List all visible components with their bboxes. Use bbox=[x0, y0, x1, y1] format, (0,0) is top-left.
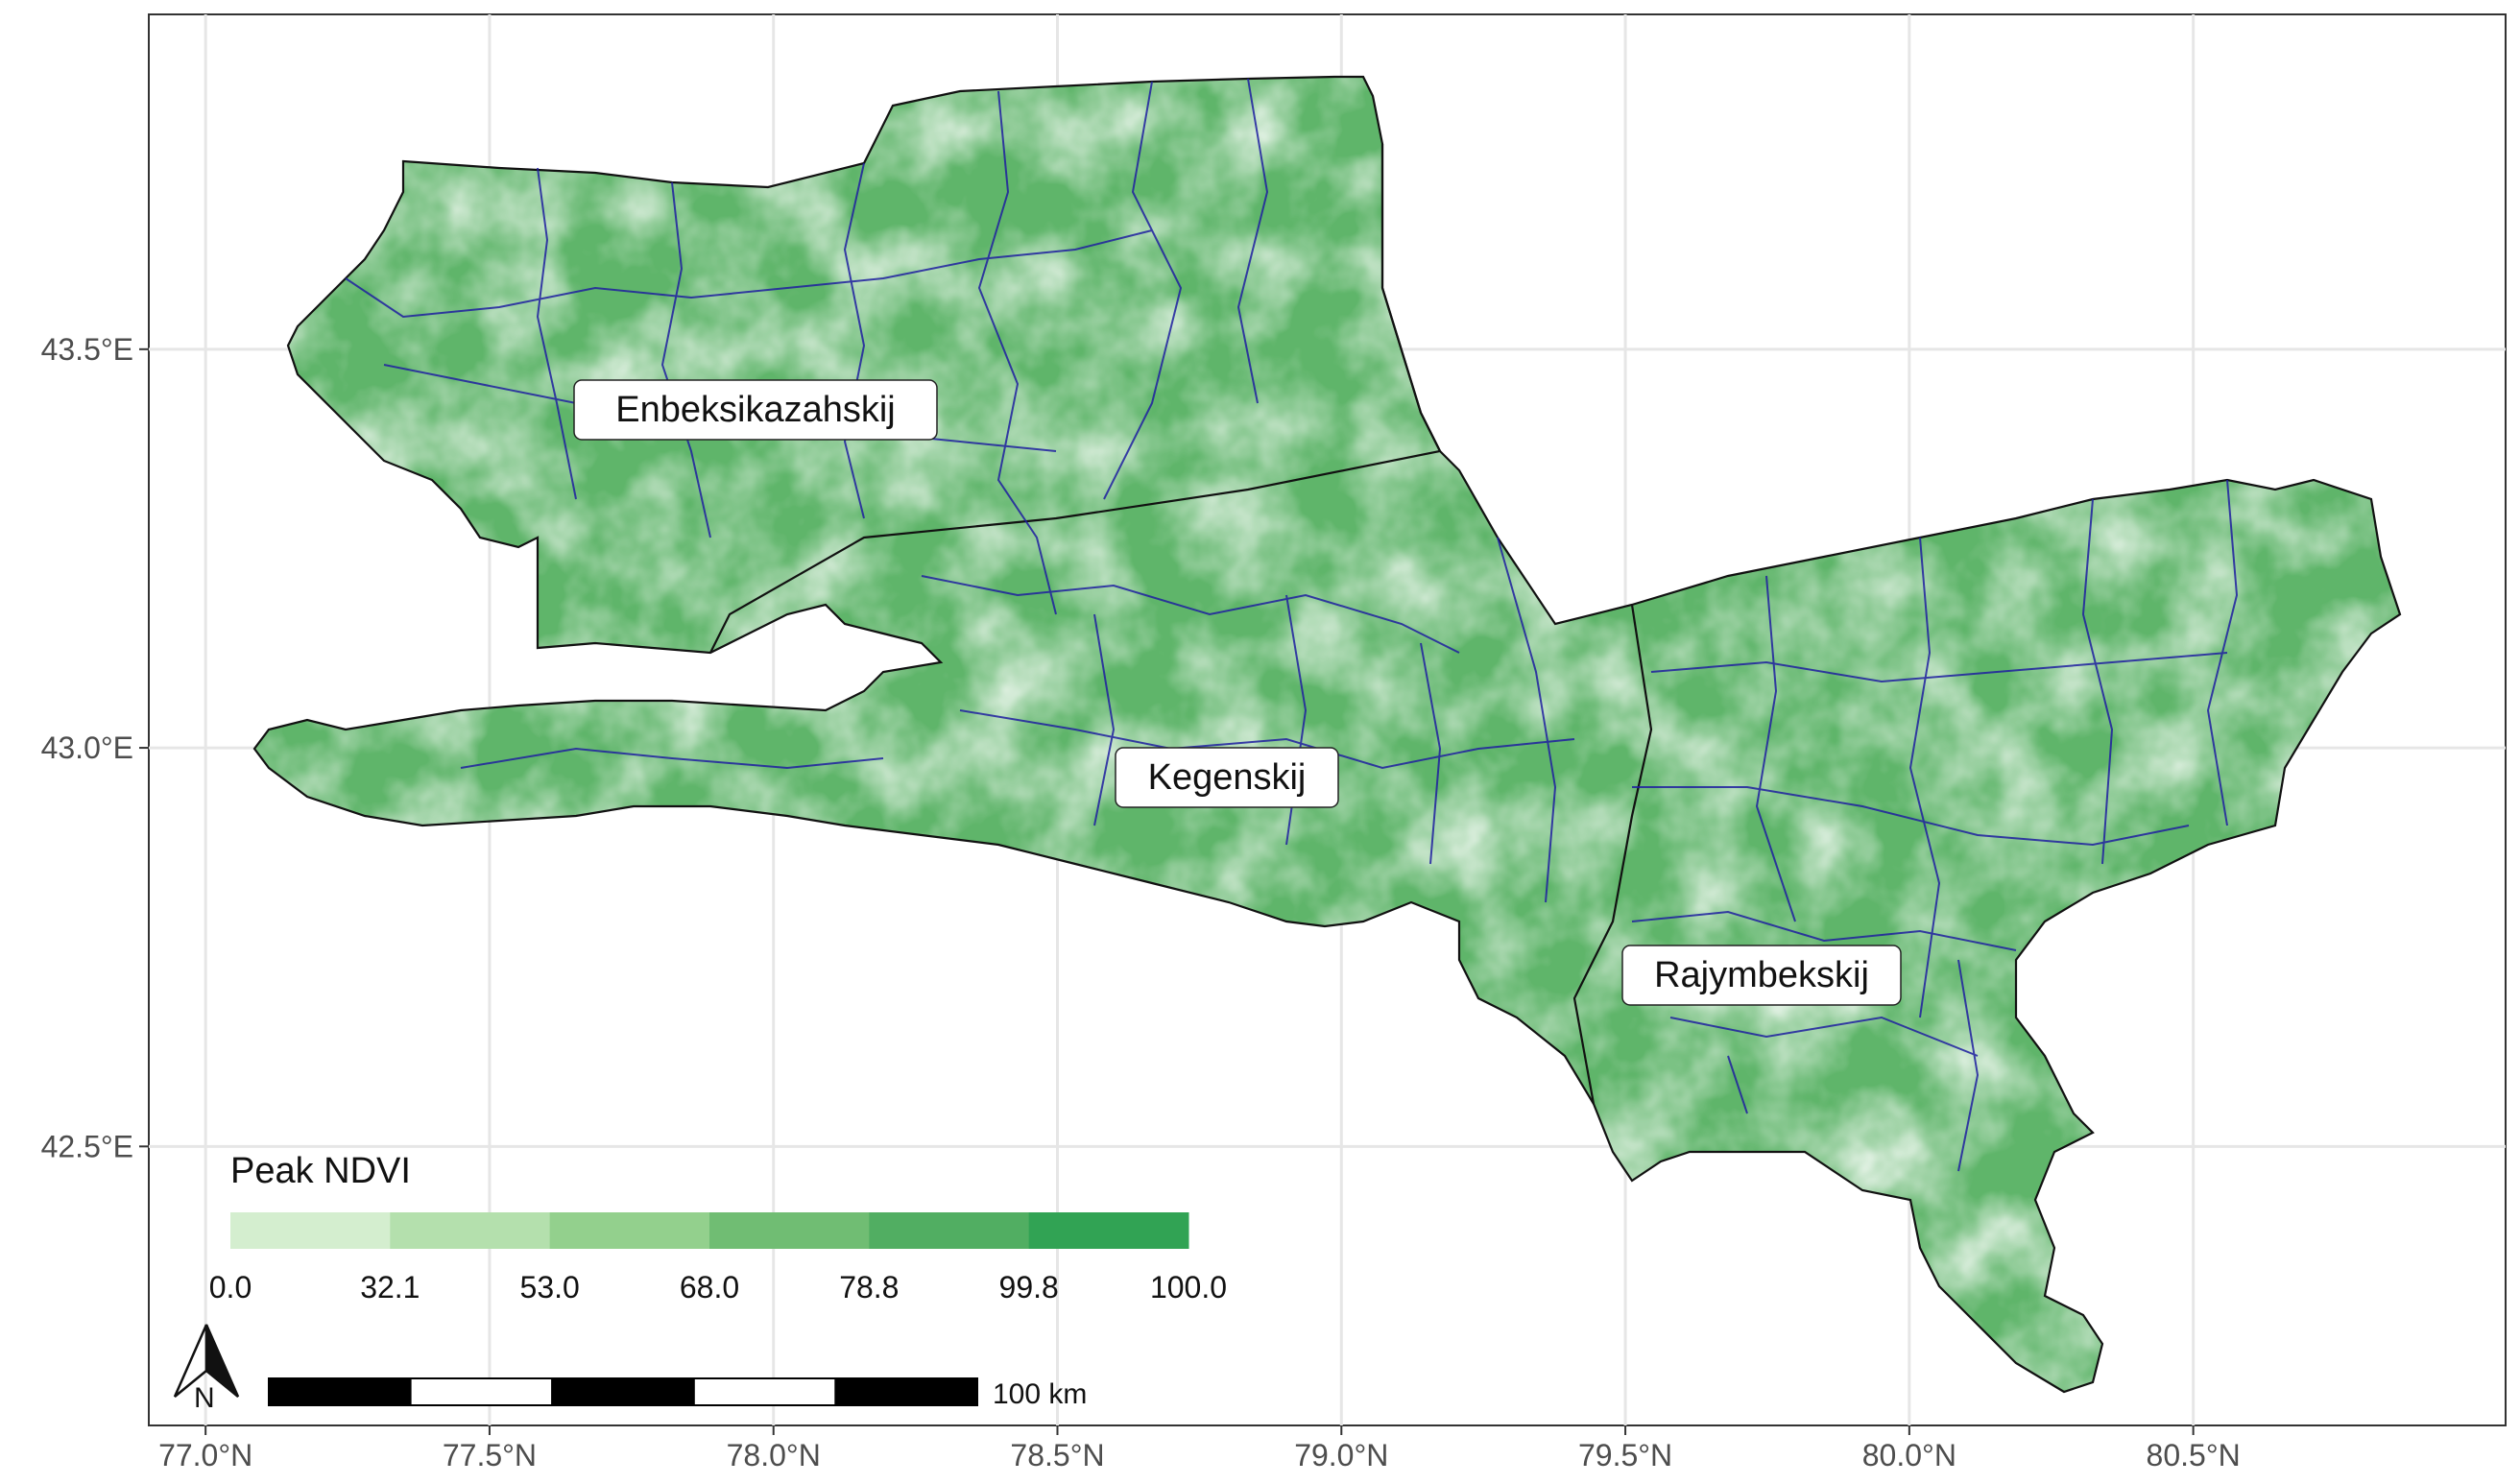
district-boundary-north bbox=[709, 144, 1442, 654]
scale-bar-segment-1 bbox=[409, 1377, 554, 1406]
legend-break-label-2: 53.0 bbox=[520, 1270, 580, 1304]
legend-swatch-0 bbox=[230, 1212, 391, 1249]
svg-text:Enbeksikazahskij: Enbeksikazahskij bbox=[615, 390, 895, 430]
legend-title: Peak NDVI bbox=[230, 1151, 411, 1191]
region-label-rajymbekskij: Rajymbekskij bbox=[1621, 945, 1902, 1006]
legend-break-label-0: 0.0 bbox=[209, 1270, 252, 1304]
scale-bar-segment-3 bbox=[692, 1377, 837, 1406]
y-tick-label-2: 42.5°E bbox=[41, 1129, 133, 1163]
x-tick-label-3: 78.5°N bbox=[1010, 1438, 1104, 1472]
x-tick-label-0: 77.0°N bbox=[158, 1438, 252, 1472]
svg-text:N: N bbox=[194, 1382, 215, 1414]
legend-swatch-1 bbox=[390, 1212, 551, 1249]
region-label-kegenskij: Kegenskij bbox=[1115, 747, 1339, 808]
legend-labels: 0.0 32.1 53.0 68.0 78.8 99.8 100.0 bbox=[209, 1270, 1227, 1304]
legend-swatch-5 bbox=[1028, 1212, 1189, 1249]
legend-swatch-2 bbox=[549, 1212, 710, 1249]
scale-bar-segment-4 bbox=[834, 1377, 979, 1406]
axis-ticks: 77.0°N 77.5°N 78.0°N 78.5°N 79.0°N 79.5°N 80.0… bbox=[41, 332, 2241, 1472]
region-label-enbeksikazahskij: Enbeksikazahskij bbox=[573, 379, 938, 441]
outer-boundary bbox=[252, 75, 2402, 1394]
x-tick-label-5: 79.5°N bbox=[1578, 1438, 1672, 1472]
scale-bar-segment-2 bbox=[551, 1377, 695, 1406]
x-tick-label-6: 80.0°N bbox=[1862, 1438, 1956, 1472]
sub-boundaries bbox=[345, 78, 2239, 1172]
legend-break-label-5: 99.8 bbox=[999, 1270, 1059, 1304]
legend-break-label-1: 32.1 bbox=[360, 1270, 420, 1304]
legend-colorbar bbox=[230, 1212, 1189, 1249]
y-tick-label-1: 43.0°E bbox=[41, 730, 133, 765]
scale-bar-segment-0 bbox=[268, 1377, 412, 1406]
legend-swatch-4 bbox=[869, 1212, 1030, 1249]
x-tick-label-1: 77.5°N bbox=[443, 1438, 537, 1472]
x-tick-label-2: 78.0°N bbox=[727, 1438, 821, 1472]
y-tick-label-0: 43.5°E bbox=[41, 332, 133, 367]
svg-text:Kegenskij: Kegenskij bbox=[1148, 757, 1307, 798]
x-tick-label-7: 80.5°N bbox=[2147, 1438, 2241, 1472]
svg-text:Rajymbekskij: Rajymbekskij bbox=[1654, 955, 1869, 995]
legend: Peak NDVI 0.0 32.1 53.0 68.0 78.8 99.8 100.0 bbox=[209, 1151, 1227, 1304]
legend-break-label-3: 68.0 bbox=[680, 1270, 739, 1304]
x-tick-label-4: 79.0°N bbox=[1294, 1438, 1388, 1472]
scale-bar: 100 km bbox=[268, 1377, 1087, 1410]
scale-bar-label: 100 km bbox=[993, 1378, 1087, 1410]
north-arrow-icon: N bbox=[173, 1324, 240, 1414]
legend-break-label-4: 78.8 bbox=[839, 1270, 899, 1304]
legend-swatch-3 bbox=[709, 1212, 870, 1249]
district-boundary-east bbox=[1572, 604, 1653, 1105]
legend-break-label-6: 100.0 bbox=[1150, 1270, 1227, 1304]
